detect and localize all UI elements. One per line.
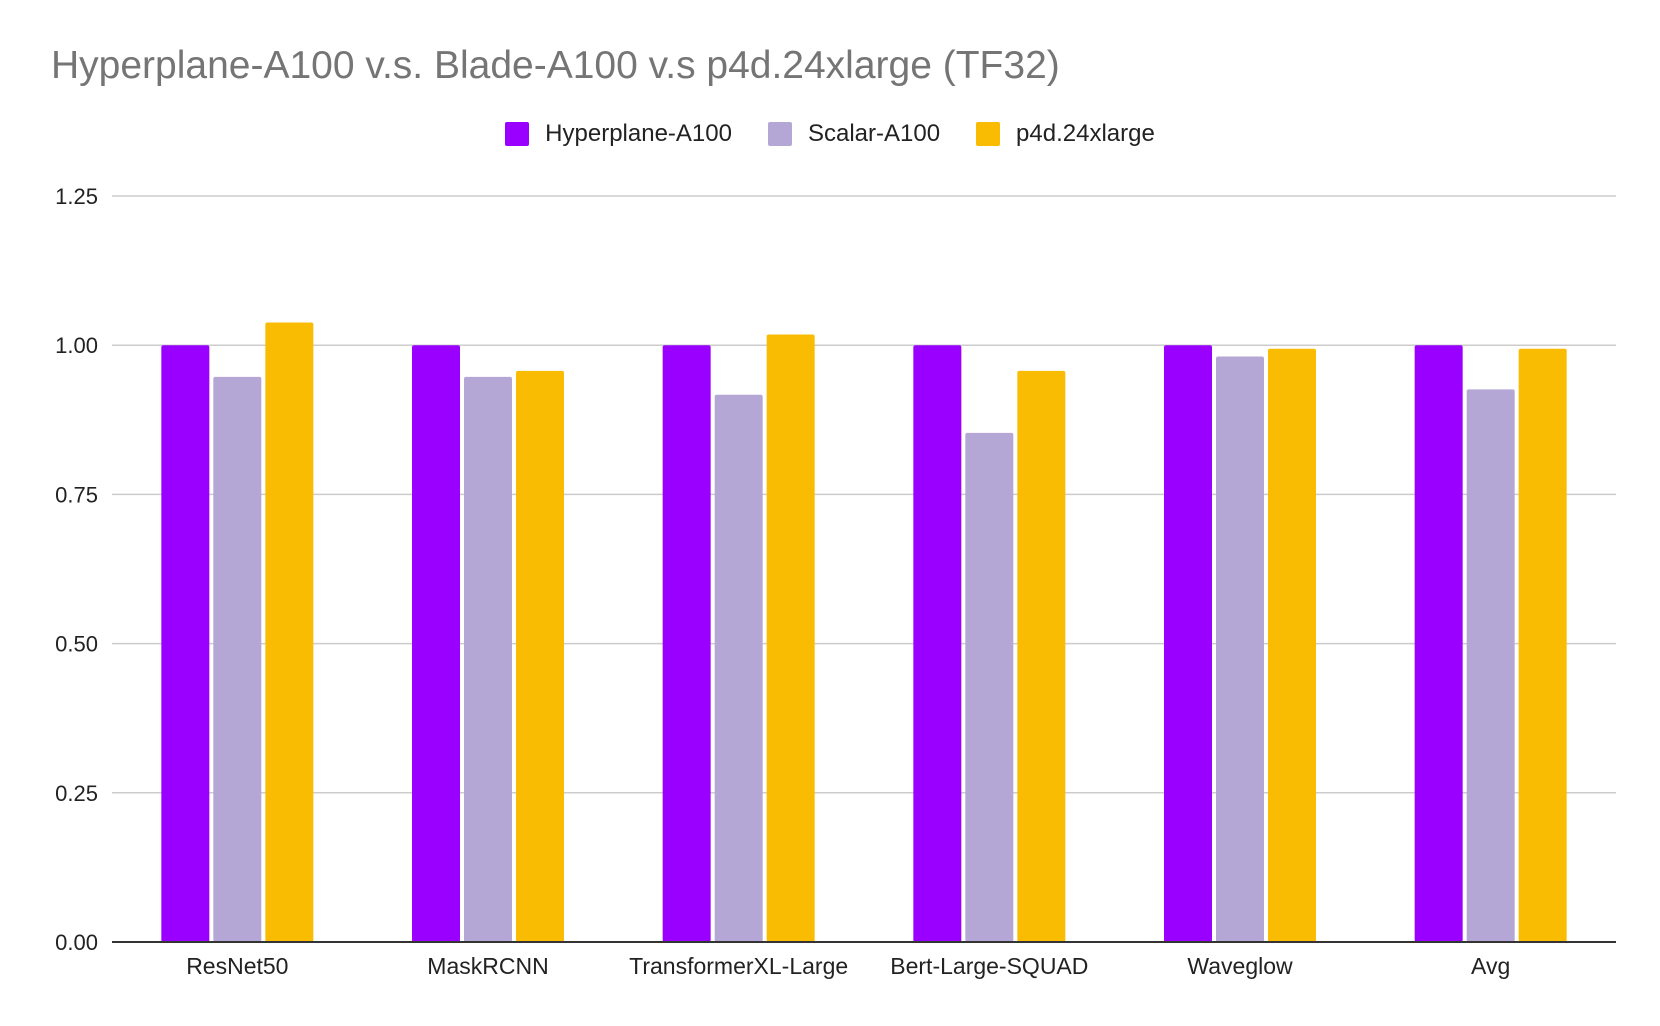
bar <box>965 432 1014 942</box>
axis-labels: 0.00 0.25 0.50 0.75 1.00 1.25 ResNet50 MaskRCNN… <box>55 184 1510 979</box>
legend-swatch-p4d <box>976 122 1001 146</box>
bar <box>662 345 711 942</box>
chart-title: Hyperplane-A100 v.s. Blade-A100 v.s p4d.… <box>51 44 1060 87</box>
legend-item-p4d: p4d.24xlarge <box>976 120 1155 148</box>
y-tick-label: 1.25 <box>55 184 98 209</box>
legend: Hyperplane-A100 Scalar-A100 p4d.24xlarge <box>0 120 1660 148</box>
y-tick-label: 0.00 <box>55 930 98 955</box>
bar <box>1164 345 1212 942</box>
x-tick-label: MaskRCNN <box>427 953 548 979</box>
legend-label-scalar: Scalar-A100 <box>807 120 941 147</box>
legend-swatch-scalar <box>767 122 792 146</box>
bar <box>1414 345 1463 942</box>
legend-item-scalar: Scalar-A100 <box>767 120 941 148</box>
x-tick-label: Bert-Large-SQUAD <box>890 953 1088 979</box>
bar <box>412 345 460 942</box>
legend-label-p4d: p4d.24xlarge <box>1016 120 1155 147</box>
bar <box>1518 348 1567 943</box>
y-tick-label: 1.00 <box>55 333 98 358</box>
bar <box>1466 389 1515 943</box>
bar <box>464 376 512 942</box>
grid-lines <box>112 195 1616 794</box>
bar <box>213 376 262 942</box>
bar <box>1216 356 1264 943</box>
bar <box>766 334 815 942</box>
y-tick-label: 0.75 <box>55 482 98 507</box>
x-tick-label: Waveglow <box>1187 953 1293 979</box>
bar <box>1017 370 1066 942</box>
y-tick-label: 0.25 <box>55 781 98 806</box>
legend-item-hyperplane: Hyperplane-A100 <box>505 120 732 148</box>
bar <box>1268 348 1316 943</box>
x-tick-label: ResNet50 <box>186 953 288 979</box>
bar <box>265 322 314 942</box>
x-tick-label: TransformerXL-Large <box>629 953 848 979</box>
bar <box>161 345 210 942</box>
x-tick-label: Avg <box>1471 953 1510 979</box>
legend-swatch-hyperplane <box>505 122 530 146</box>
bar <box>516 370 564 942</box>
bar <box>913 345 962 942</box>
bar <box>714 394 763 943</box>
legend-label-hyperplane: Hyperplane-A100 <box>545 120 732 147</box>
y-tick-label: 0.50 <box>55 632 98 657</box>
bars <box>161 322 1567 943</box>
